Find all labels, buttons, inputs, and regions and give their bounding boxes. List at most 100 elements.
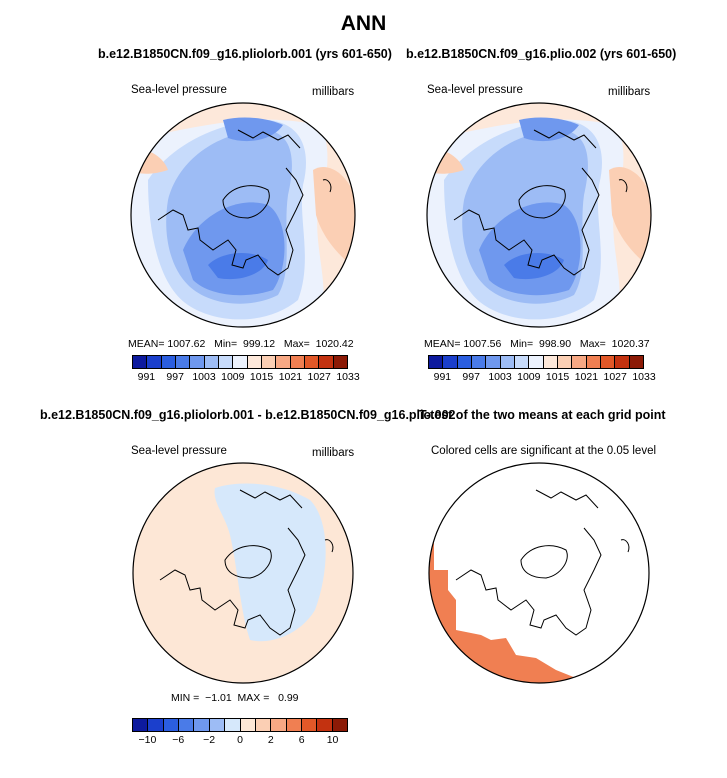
colorbar-swatch xyxy=(271,719,287,731)
panel-2-colorbar-ticks: 991 997 1003 1009 1015 1021 1027 1033 xyxy=(428,369,656,383)
colorbar-tick-label: −2 xyxy=(203,734,216,746)
colorbar-swatch xyxy=(615,356,630,368)
colorbar-swatch xyxy=(240,719,256,731)
colorbar-tick-label: 1003 xyxy=(488,371,512,383)
colorbar-tick-label: 2 xyxy=(267,734,274,746)
colorbar-tick-label: 991 xyxy=(137,371,156,383)
colorbar-swatch xyxy=(514,356,530,368)
colorbar-swatch xyxy=(443,356,458,368)
panel-3-colorbar: −10 −6 −2 0 2 6 10 xyxy=(132,718,348,746)
panel-3-colorbar-swatches xyxy=(132,718,348,732)
colorbar-tick-label: 1027 xyxy=(307,371,331,383)
panel-1-field-1000 xyxy=(183,202,285,296)
colorbar-tick-label: 6 xyxy=(298,734,305,746)
colorbar-tick-label: 10 xyxy=(326,734,339,746)
colorbar-tick-label: 997 xyxy=(166,371,184,383)
colorbar-swatch xyxy=(194,719,210,731)
colorbar-swatch xyxy=(179,719,195,731)
colorbar-swatch xyxy=(317,719,333,731)
panel-1-title: b.e12.B1850CN.f09_g16.pliolorb.001 (yrs … xyxy=(98,47,392,61)
colorbar-swatch xyxy=(429,356,444,368)
panel-1-colorbar-swatches xyxy=(132,355,348,369)
colorbar-tick-label: −6 xyxy=(172,734,185,746)
colorbar-swatch xyxy=(147,356,162,368)
panel-2-title: b.e12.B1850CN.f09_g16.plio.002 (yrs 601-… xyxy=(406,47,677,61)
panel-3-variable-label: Sea-level pressure xyxy=(131,445,227,457)
colorbar-swatch xyxy=(333,356,347,368)
panel-1-coastline-landmass xyxy=(222,185,270,219)
colorbar-swatch xyxy=(301,719,318,731)
panel-1-field-997 xyxy=(208,253,268,280)
colorbar-tick-label: 1033 xyxy=(632,371,656,383)
panel-1-colorbar: 991 997 1003 1009 1015 1021 1027 1033 xyxy=(132,355,360,383)
colorbar-tick-label: 997 xyxy=(462,371,480,383)
colorbar-swatch xyxy=(218,356,234,368)
colorbar-tick-label: −10 xyxy=(138,734,157,746)
panel-3-coastline-east xyxy=(324,539,334,553)
colorbar-swatch xyxy=(629,356,643,368)
panel-3-units-label: millibars xyxy=(312,447,355,459)
colorbar-tick-label: 1021 xyxy=(574,371,599,383)
colorbar-tick-label: 1015 xyxy=(249,371,274,383)
panel-4-note-label: Colored cells are significant at the 0.0… xyxy=(431,445,657,457)
colorbar-tick-label: 1015 xyxy=(545,371,570,383)
colorbar-swatch xyxy=(209,719,226,731)
panel-2-field-1015 xyxy=(609,166,651,270)
panel-1-map-border xyxy=(130,102,356,328)
colorbar-tick-label: 0 xyxy=(237,734,243,746)
colorbar-swatch xyxy=(247,356,262,368)
colorbar-swatch xyxy=(572,356,587,368)
panel-3-map-border xyxy=(132,462,354,684)
colorbar-swatch xyxy=(586,356,601,368)
panel-2-map xyxy=(426,102,652,328)
panel-2-field-1000 xyxy=(479,202,581,296)
colorbar-swatch xyxy=(133,356,148,368)
panel-1-colorbar-ticks: 991 997 1003 1009 1015 1021 1027 1033 xyxy=(132,369,360,383)
colorbar-swatch xyxy=(471,356,487,368)
panel-3-coastline-landmass xyxy=(224,545,272,579)
panel-4-map-border xyxy=(428,462,650,684)
colorbar-swatch xyxy=(204,356,219,368)
colorbar-swatch xyxy=(175,356,191,368)
panel-2-coastline-north xyxy=(533,129,597,149)
panel-2-map-border xyxy=(426,102,652,328)
colorbar-tick-label: 1009 xyxy=(221,371,245,383)
colorbar-swatch xyxy=(304,356,320,368)
colorbar-swatch xyxy=(557,356,573,368)
colorbar-swatch xyxy=(290,356,305,368)
panel-2-field-997 xyxy=(504,253,564,280)
colorbar-tick-label: 1003 xyxy=(192,371,216,383)
panel-3-map xyxy=(132,462,354,684)
panel-4-title: T-test of the two means at each grid poi… xyxy=(419,408,666,422)
panel-1-stats: MEAN= 1007.62 Min= 999.12 Max= 1020.42 xyxy=(128,338,354,350)
colorbar-swatch xyxy=(233,356,248,368)
panel-3-coastline-west xyxy=(159,527,306,636)
panel-4-map xyxy=(428,462,650,684)
panel-2-stats: MEAN= 1007.56 Min= 998.90 Max= 1020.37 xyxy=(424,338,650,350)
colorbar-swatch xyxy=(319,356,334,368)
panel-4-coastline-north xyxy=(535,489,599,509)
colorbar-swatch xyxy=(148,719,164,731)
colorbar-swatch xyxy=(163,719,180,731)
colorbar-swatch xyxy=(261,356,277,368)
colorbar-swatch xyxy=(500,356,515,368)
panel-1-coastline-east xyxy=(322,179,332,193)
panel-2-colorbar-swatches xyxy=(428,355,644,369)
panel-2-coastline-landmass xyxy=(518,185,566,219)
panel-1-coastline-north xyxy=(237,129,301,149)
panel-4-coastline-landmass xyxy=(520,545,568,579)
panel-3-stats: MIN = −1.01 MAX = 0.99 xyxy=(171,692,299,704)
colorbar-swatch xyxy=(225,719,241,731)
panel-4-coastline-west xyxy=(455,527,602,636)
main-title: ANN xyxy=(340,12,387,35)
colorbar-swatch xyxy=(190,356,205,368)
panel-4-significant-region xyxy=(429,535,611,683)
colorbar-swatch xyxy=(255,719,272,731)
colorbar-swatch xyxy=(486,356,501,368)
panel-1-map xyxy=(130,102,356,328)
colorbar-swatch xyxy=(286,719,302,731)
colorbar-tick-label: 1021 xyxy=(278,371,303,383)
colorbar-swatch xyxy=(529,356,544,368)
colorbar-tick-label: 1009 xyxy=(517,371,541,383)
panel-3-coastline-north xyxy=(239,489,303,509)
